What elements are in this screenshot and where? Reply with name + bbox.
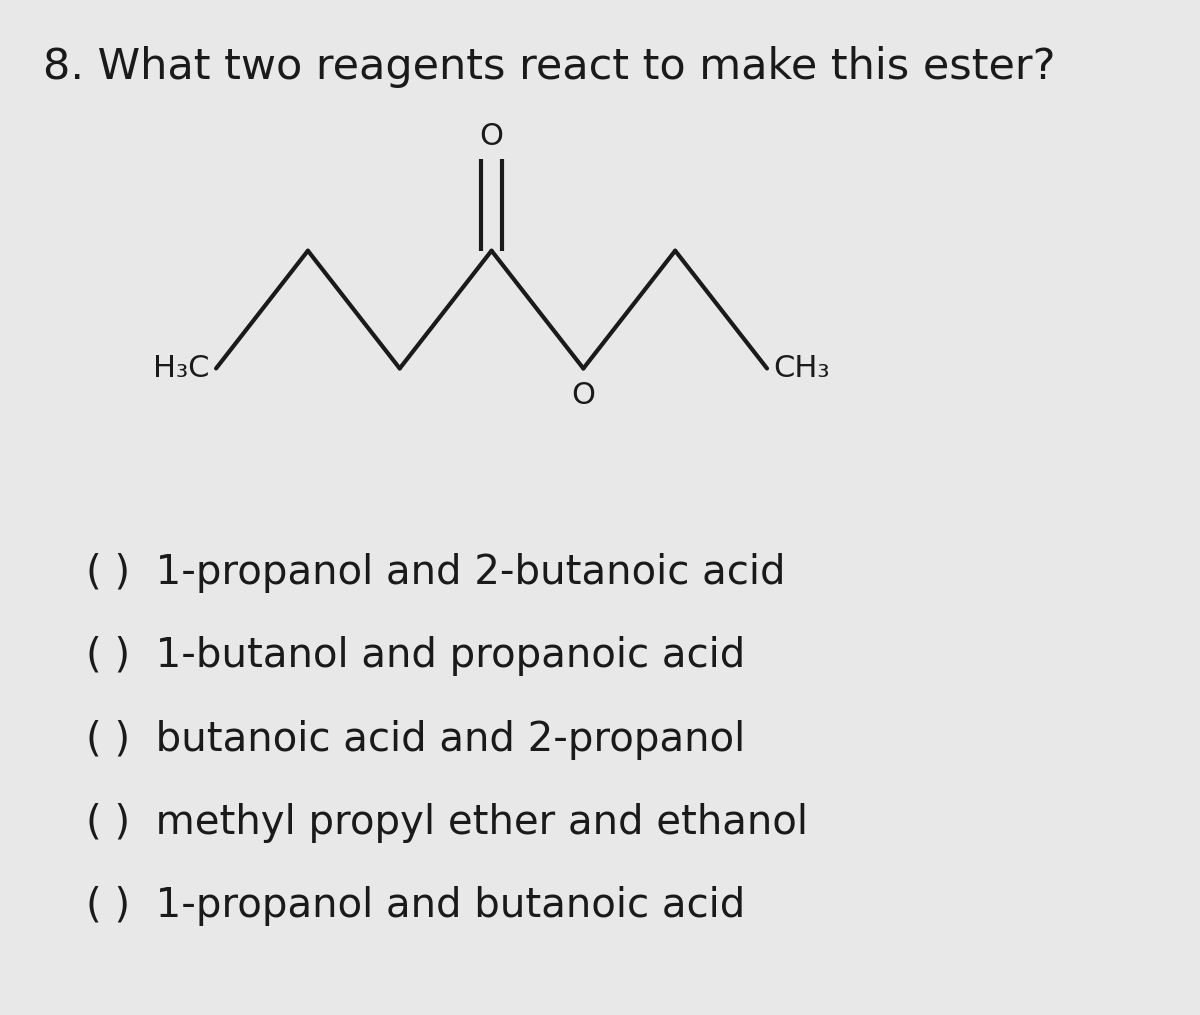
Text: ( )  1-butanol and propanoic acid: ( ) 1-butanol and propanoic acid — [86, 636, 745, 676]
Text: 8. What two reagents react to make this ester?: 8. What two reagents react to make this … — [43, 46, 1056, 87]
Text: ( )  1-propanol and butanoic acid: ( ) 1-propanol and butanoic acid — [86, 886, 745, 926]
Text: O: O — [480, 122, 504, 151]
Text: ( )  1-propanol and 2-butanoic acid: ( ) 1-propanol and 2-butanoic acid — [86, 553, 786, 593]
Text: O: O — [571, 381, 595, 410]
Text: H₃C: H₃C — [154, 354, 210, 383]
Text: ( )  methyl propyl ether and ethanol: ( ) methyl propyl ether and ethanol — [86, 803, 809, 842]
Text: ( )  butanoic acid and 2-propanol: ( ) butanoic acid and 2-propanol — [86, 720, 745, 759]
Text: CH₃: CH₃ — [774, 354, 830, 383]
